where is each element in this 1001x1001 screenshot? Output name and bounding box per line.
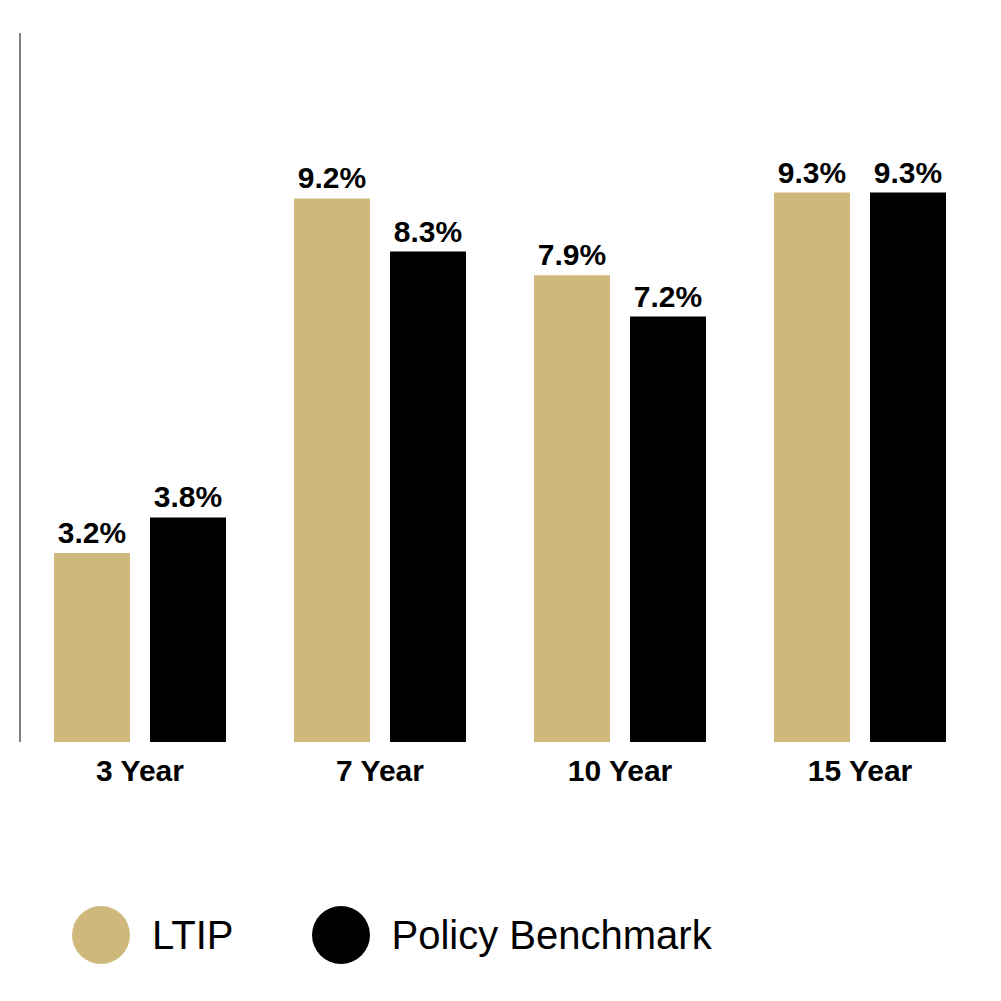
svg-text:3.2%: 3.2%	[58, 516, 126, 549]
svg-text:8.3%: 8.3%	[394, 215, 462, 248]
svg-text:7 Year: 7 Year	[336, 754, 424, 787]
svg-text:9.2%: 9.2%	[298, 161, 366, 194]
svg-text:10 Year: 10 Year	[568, 754, 673, 787]
html-text:Policy Benchmark: Policy Benchmark	[391, 912, 712, 957]
svg-text:7.2%: 7.2%	[634, 280, 702, 313]
svg-text:15 Year: 15 Year	[808, 754, 913, 787]
svg-text:9.3%: 9.3%	[874, 156, 942, 189]
svg-text:3 Year: 3 Year	[96, 754, 184, 787]
html-text:LTIP: LTIP	[152, 912, 234, 957]
svg-text:9.3%: 9.3%	[778, 156, 846, 189]
svg-text:7.9%: 7.9%	[538, 238, 606, 271]
svg-text:3.8%: 3.8%	[154, 480, 222, 513]
